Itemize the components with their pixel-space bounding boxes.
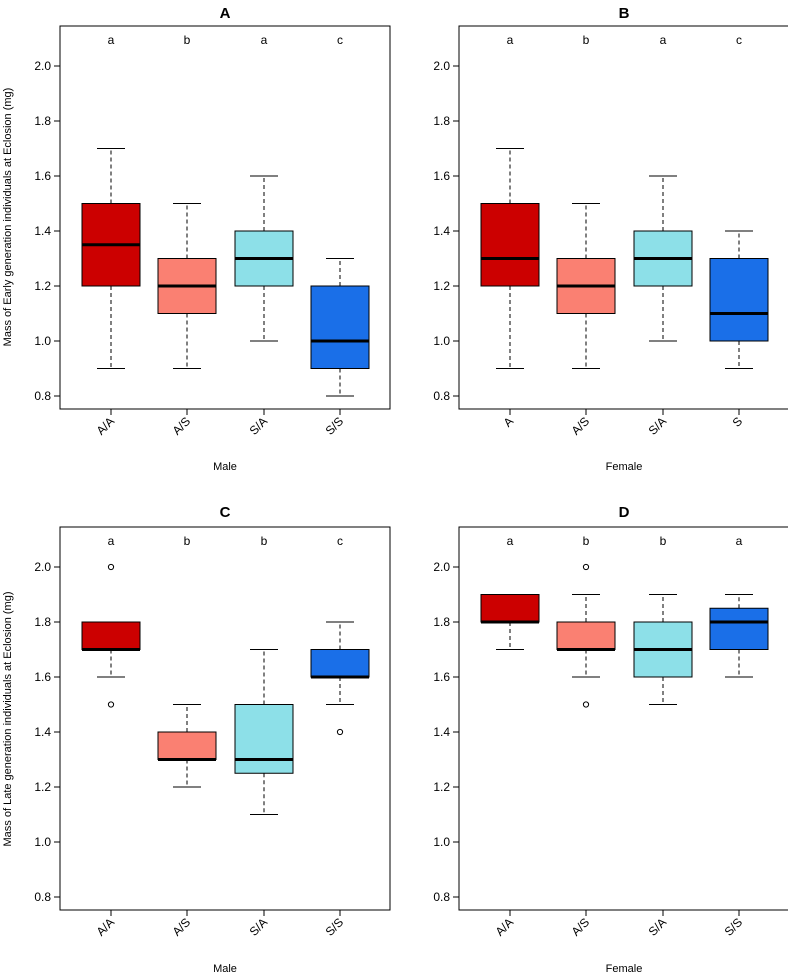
group-letter: c bbox=[337, 33, 343, 47]
group-letter: a bbox=[660, 33, 667, 47]
box-s-a bbox=[234, 649, 294, 815]
group-letter: c bbox=[736, 33, 742, 47]
panel-a-ylabel: Mass of Early generation individuals at … bbox=[2, 88, 14, 347]
panel-a-plot: 0.81.01.21.41.61.82.0A/AaA/SbS/AaS/Sc bbox=[34, 25, 391, 438]
box-s bbox=[709, 230, 769, 369]
y-tick-label: 1.0 bbox=[433, 835, 450, 849]
y-tick-label: 1.6 bbox=[433, 169, 450, 183]
box-s-s bbox=[310, 621, 370, 736]
panel-d: D Female 0.81.01.21.41.61.82.0A/AaA/SbS/… bbox=[433, 504, 788, 975]
y-tick-label: 1.8 bbox=[34, 114, 51, 128]
group-letter: b bbox=[184, 534, 191, 548]
iqr-box bbox=[81, 621, 141, 650]
box-a bbox=[480, 148, 540, 369]
box-s-s bbox=[709, 594, 769, 678]
y-tick-label: 1.4 bbox=[433, 725, 450, 739]
iqr-box bbox=[310, 649, 370, 678]
group-letter: a bbox=[108, 534, 115, 548]
y-tick-label: 0.8 bbox=[34, 890, 51, 904]
y-tick-label: 1.6 bbox=[34, 670, 51, 684]
box-a-s bbox=[556, 563, 616, 708]
y-tick-label: 2.0 bbox=[433, 560, 450, 574]
group-letter: a bbox=[261, 33, 268, 47]
y-tick-label: 0.8 bbox=[433, 890, 450, 904]
y-tick-label: 1.0 bbox=[34, 334, 51, 348]
box-a-a bbox=[81, 148, 141, 369]
outlier-point bbox=[336, 728, 344, 736]
iqr-box bbox=[480, 203, 540, 287]
y-tick-label: 1.6 bbox=[433, 670, 450, 684]
box-s-a bbox=[633, 594, 693, 705]
plot-frame bbox=[458, 25, 788, 410]
panel-d-xlabel: Female bbox=[606, 963, 643, 975]
outlier-point bbox=[582, 563, 590, 571]
panel-a: A Male Mass of Early generation individu… bbox=[2, 5, 391, 473]
plot-frame bbox=[59, 526, 391, 911]
y-tick-label: 1.2 bbox=[34, 279, 51, 293]
iqr-box bbox=[556, 621, 616, 650]
panel-c-xlabel: Male bbox=[213, 963, 237, 975]
group-letter: c bbox=[337, 534, 343, 548]
outlier-point bbox=[107, 701, 115, 708]
y-tick-label: 1.8 bbox=[433, 615, 450, 629]
y-tick-label: 2.0 bbox=[34, 59, 51, 73]
iqr-box bbox=[157, 731, 217, 760]
panel-d-title: D bbox=[619, 504, 630, 521]
panel-a-title: A bbox=[220, 5, 231, 22]
y-tick-label: 2.0 bbox=[34, 560, 51, 574]
group-letter: a bbox=[736, 534, 743, 548]
group-letter: b bbox=[583, 33, 590, 47]
y-tick-label: 1.4 bbox=[433, 224, 450, 238]
panel-c-title: C bbox=[220, 504, 231, 521]
y-tick-label: 1.2 bbox=[34, 780, 51, 794]
group-letter: b bbox=[184, 33, 191, 47]
group-letter: b bbox=[583, 534, 590, 548]
box-s-a bbox=[234, 175, 294, 342]
group-letter: b bbox=[660, 534, 667, 548]
panel-b-xlabel: Female bbox=[606, 461, 643, 473]
plot-frame bbox=[59, 25, 391, 410]
outlier-point bbox=[582, 701, 590, 708]
box-a-s bbox=[157, 203, 217, 369]
iqr-box bbox=[234, 704, 294, 774]
y-tick-label: 0.8 bbox=[433, 389, 450, 403]
box-s-a bbox=[633, 175, 693, 342]
group-letter: a bbox=[108, 33, 115, 47]
box-a-s bbox=[157, 704, 217, 788]
box-a-s bbox=[556, 203, 616, 369]
iqr-box bbox=[709, 258, 769, 342]
y-tick-label: 1.4 bbox=[34, 725, 51, 739]
group-letter: b bbox=[261, 534, 268, 548]
y-tick-label: 1.2 bbox=[433, 780, 450, 794]
box-s-s bbox=[310, 258, 370, 397]
group-letter: a bbox=[507, 534, 514, 548]
iqr-box bbox=[480, 594, 540, 623]
iqr-box bbox=[310, 285, 370, 369]
outlier-point bbox=[107, 563, 115, 571]
box-a-a bbox=[81, 563, 141, 708]
y-tick-label: 1.4 bbox=[34, 224, 51, 238]
y-tick-label: 1.8 bbox=[433, 114, 450, 128]
panel-b-title: B bbox=[619, 5, 630, 22]
group-letter: a bbox=[507, 33, 514, 47]
y-tick-label: 1.2 bbox=[433, 279, 450, 293]
y-tick-label: 1.0 bbox=[34, 835, 51, 849]
plot-frame bbox=[458, 526, 788, 911]
box-a-a bbox=[480, 594, 540, 650]
y-tick-label: 1.0 bbox=[433, 334, 450, 348]
y-tick-label: 0.8 bbox=[34, 389, 51, 403]
y-tick-label: 1.6 bbox=[34, 169, 51, 183]
y-tick-label: 2.0 bbox=[433, 59, 450, 73]
panel-a-xlabel: Male bbox=[213, 461, 237, 473]
y-tick-label: 1.8 bbox=[34, 615, 51, 629]
panel-c-ylabel: Mass of Late generation individuals at E… bbox=[2, 592, 14, 847]
iqr-box bbox=[709, 607, 769, 650]
panel-d-plot: 0.81.01.21.41.61.82.0A/AaA/SbS/AbS/Sa bbox=[433, 526, 788, 939]
